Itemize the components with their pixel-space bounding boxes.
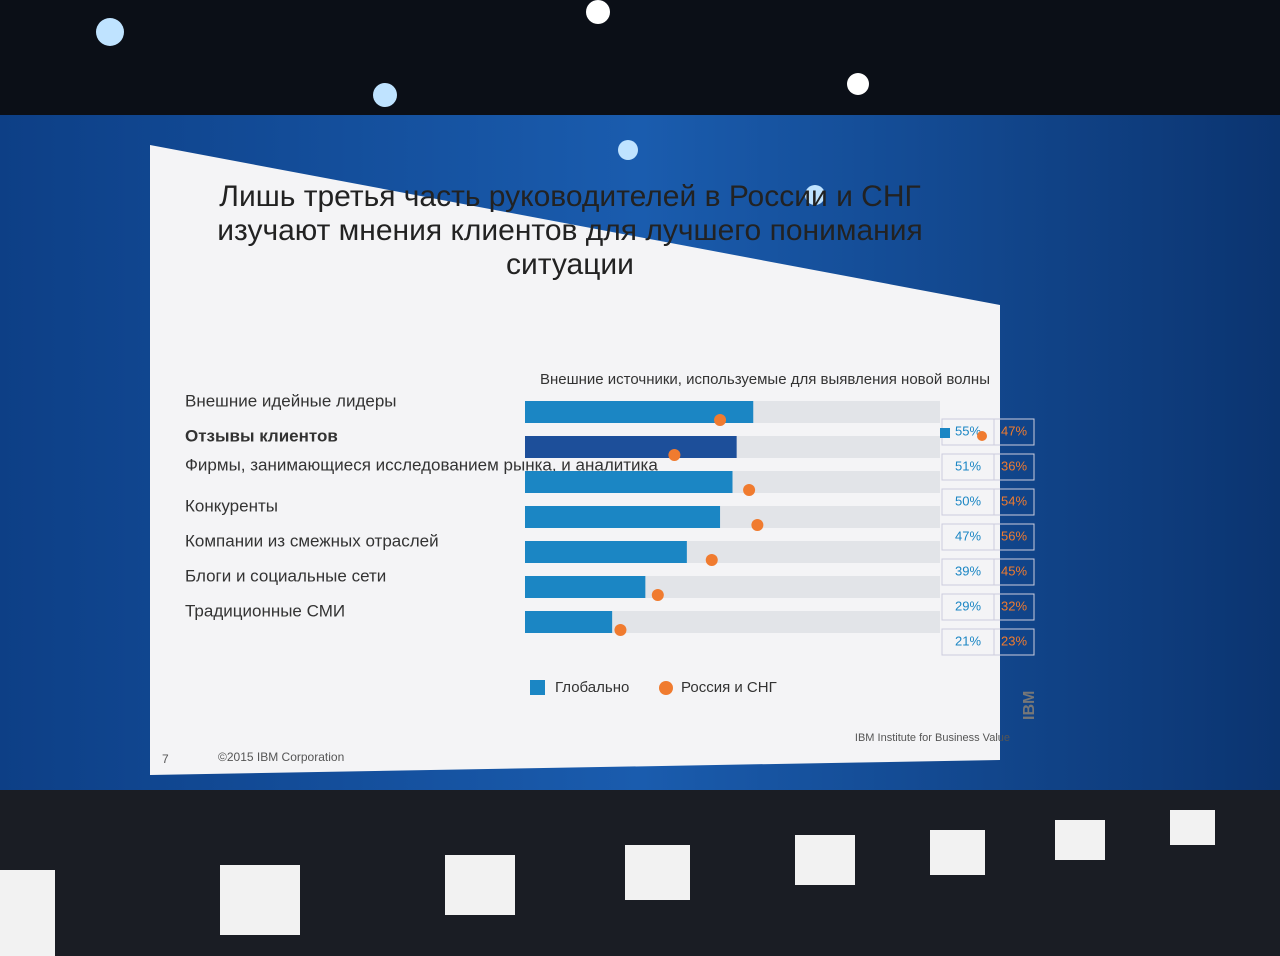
bar [525,576,646,598]
stage-light [96,18,124,46]
category-label: Традиционные СМИ [185,601,345,620]
bar [525,611,613,633]
legend-label: Россия и СНГ [681,679,777,696]
dot [651,589,664,601]
name-plate [795,835,855,885]
name-plate [1055,820,1105,860]
value-label: 56% [1001,528,1027,543]
name-plate [220,865,300,935]
value-cell [993,558,1035,586]
stage-light [373,83,397,107]
bar [525,541,687,563]
name-plate [1170,810,1215,845]
stage-light [805,185,825,205]
dot [714,414,727,426]
dot [614,624,627,636]
stage-light [618,140,638,160]
value-label: 29% [955,598,981,613]
value-cell [993,593,1035,621]
bar [525,436,737,458]
copyright: ©2015 IBM Corporation [218,750,344,764]
column-key [940,428,950,438]
logo: IBM [1021,691,1038,720]
value-label: 32% [1001,598,1027,613]
institute: IBM Institute for Business Value [855,732,1010,744]
legend-label: Глобально [555,679,629,696]
value-cell [993,488,1035,516]
name-plate [0,870,55,956]
value-label: 45% [1001,563,1027,578]
bar [525,471,733,493]
dot [751,519,764,531]
value-cell [993,628,1035,656]
dot [705,554,718,566]
value-label: 54% [1001,493,1027,508]
stage-light [586,0,610,24]
dot [668,449,681,461]
category-label: Компании из смежных отраслей [185,531,439,550]
value-label: 47% [1001,423,1027,438]
chart-subtitle: Внешние источники, используемые для выяв… [540,371,990,388]
value-label: 47% [955,528,981,543]
value-cell [993,453,1035,481]
dot [743,484,756,496]
category-label: Конкуренты [185,496,278,515]
bar-track [525,611,940,633]
value-cell [993,418,1035,446]
value-label: 50% [955,493,981,508]
value-label: 39% [955,563,981,578]
column-key [977,431,987,441]
value-cell [993,523,1035,551]
page-number: 7 [162,752,169,766]
value-label: 51% [955,458,981,473]
value-label: 55% [955,423,981,438]
value-label: 23% [1001,633,1027,648]
category-label: Фирмы, занимающиеся исследованием рынка,… [185,455,658,474]
legend-swatch [530,680,545,695]
value-label: 21% [955,633,981,648]
name-plate [625,845,690,900]
category-label: Внешние идейные лидеры [185,391,397,410]
stage-light [847,73,869,95]
bar [525,401,754,423]
chart-title: Лишь третья часть руководителей в России… [217,180,923,281]
legend-swatch [659,681,673,695]
value-label: 36% [1001,458,1027,473]
category-label: Отзывы клиентов [185,426,338,445]
category-label: Блоги и социальные сети [185,566,386,585]
bar [525,506,721,528]
name-plate [930,830,985,875]
name-plate [445,855,515,915]
